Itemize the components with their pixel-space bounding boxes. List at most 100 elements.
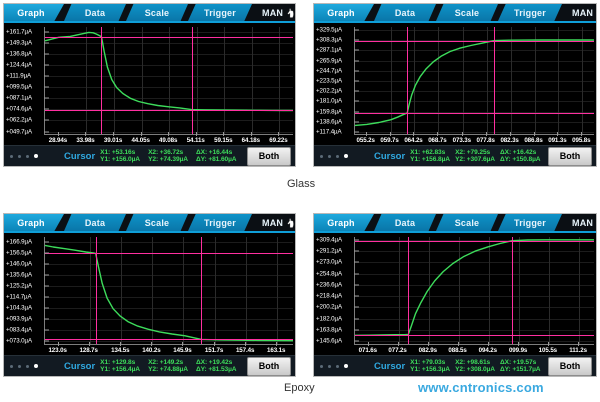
tab-data[interactable]: Data (64, 4, 126, 21)
cursor-line-vertical[interactable] (512, 237, 514, 344)
grid-line-vertical (519, 237, 521, 344)
cursor-x1: X1: +53.16s (100, 149, 136, 156)
trigger-mode-indicator[interactable]: MAN (252, 4, 295, 21)
y-tick-mark (44, 274, 49, 276)
plot-epoxy-rise[interactable]: +309.4µA +291.2µA +273.0µA +254.8µA +236.6µA… (314, 233, 596, 357)
x-tick-label: 157.4s (235, 347, 255, 354)
grid-line-horizontal (355, 60, 594, 62)
cursor-line-horizontal[interactable] (45, 253, 293, 255)
trigger-mode-label: MAN (572, 7, 594, 18)
x-tick-label: 086.8s (524, 137, 543, 144)
cursor-line-horizontal[interactable] (355, 334, 594, 336)
grid-line-horizontal (355, 50, 594, 52)
page-dots[interactable] (320, 364, 374, 368)
cursor-line-vertical[interactable] (408, 237, 410, 344)
tab-trigger[interactable]: Trigger (498, 214, 562, 231)
y-tick-label: +099.5µA (6, 83, 32, 91)
cursor-line-vertical[interactable] (191, 27, 193, 134)
grid-line-horizontal (45, 330, 293, 332)
tab-trigger[interactable]: Trigger (188, 214, 252, 231)
plot-area (44, 27, 293, 135)
tab-trigger[interactable]: Trigger (188, 4, 252, 21)
cursor-line-horizontal[interactable] (45, 109, 293, 111)
tab-data[interactable]: Data (64, 214, 126, 231)
tab-scale[interactable]: Scale (126, 4, 188, 21)
cursor-line-horizontal[interactable] (45, 339, 293, 341)
page-dots[interactable] (320, 154, 374, 158)
grid-line-vertical (486, 27, 488, 134)
y-tick-mark (354, 39, 359, 41)
trigger-mode-indicator[interactable]: MAN (562, 4, 596, 21)
tab-graph[interactable]: Graph (314, 214, 374, 231)
grid-line-vertical (428, 237, 430, 344)
x-tick-label: 145.9s (173, 347, 192, 354)
plot-glass-decay[interactable]: +161.7µA +149.3µA +136.8µA +124.4µA +111.9µA… (4, 23, 295, 147)
x-tick-label: 068.7s (428, 137, 447, 144)
grid-line-horizontal (45, 53, 293, 55)
x-tick-mark (278, 132, 280, 136)
both-button[interactable]: Both (548, 356, 592, 376)
y-tick-mark (44, 263, 49, 265)
cursor-y2: Y2: +307.6µA (455, 156, 495, 163)
x-tick-mark (214, 342, 216, 346)
y-tick-mark (354, 250, 359, 252)
cursor-line-horizontal[interactable] (355, 112, 594, 114)
cursor-line-vertical[interactable] (407, 27, 409, 134)
tab-data-label: Data (394, 217, 416, 228)
cursor-line-vertical[interactable] (95, 237, 97, 344)
tab-graph[interactable]: Graph (314, 4, 374, 21)
page-dot (26, 154, 29, 158)
y-tick-mark (354, 100, 359, 102)
tab-graph[interactable]: Graph (4, 4, 64, 21)
x-tick-label: 082.9s (418, 347, 437, 354)
grid-line-horizontal (355, 284, 594, 286)
x-tick-label: 111.2s (569, 347, 587, 354)
cursor-values: X1: +129.8s X2: +149.2s ΔX: +19.42s Y1: … (100, 359, 244, 373)
trigger-mode-indicator[interactable]: MAN (252, 214, 295, 231)
x-tick-label: 059.7s (380, 137, 399, 144)
both-button[interactable]: Both (247, 146, 291, 166)
grid-line-vertical (534, 27, 536, 134)
tab-data[interactable]: Data (374, 4, 436, 21)
page-dots[interactable] (10, 364, 64, 368)
tab-scale[interactable]: Scale (126, 214, 188, 231)
cursor-dy: ΔY: +81.53µA (196, 366, 237, 373)
page-dots[interactable] (10, 154, 64, 158)
x-tick-mark (487, 342, 489, 346)
x-tick-mark (509, 132, 511, 136)
trigger-mode-indicator[interactable]: MAN (562, 214, 596, 231)
cursor-line-horizontal[interactable] (355, 240, 594, 242)
y-tick-mark (354, 70, 359, 72)
cursor-dy: ΔY: +151.7µA (500, 366, 541, 373)
tab-graph[interactable]: Graph (4, 214, 64, 231)
page-dot-active (34, 364, 38, 368)
x-tick-label: 055.2s (356, 137, 375, 144)
grid-line-vertical (196, 27, 198, 134)
cursor-line-vertical[interactable] (494, 27, 496, 134)
grid-line-vertical (183, 237, 185, 344)
x-tick-label: 099.9s (508, 347, 528, 354)
cursor-x1: X1: +62.83s (410, 149, 446, 156)
tab-trigger[interactable]: Trigger (498, 4, 562, 21)
cursor-line-horizontal[interactable] (45, 36, 293, 38)
cursor-line-vertical[interactable] (201, 237, 203, 344)
plot-glass-rise[interactable]: +329.5µA +308.3µA +287.1µA +265.9µA +244.7µA… (314, 23, 596, 147)
y-tick-label: +074.6µA (6, 105, 32, 113)
x-tick-mark (437, 132, 439, 136)
cursor-x2: X2: +36.72s (148, 149, 184, 156)
grid-line-horizontal (355, 307, 594, 309)
y-tick-mark (354, 340, 359, 342)
x-tick-label: 077.2s (388, 347, 407, 354)
cursor-dx: ΔX: +16.42s (500, 149, 537, 156)
cursor-line-vertical[interactable] (101, 27, 103, 134)
tab-data[interactable]: Data (374, 214, 436, 231)
both-button[interactable]: Both (548, 146, 592, 166)
plot-epoxy-decay[interactable]: +166.9µA +156.5µA +146.0µA +135.6µA +125.2µA… (4, 233, 295, 357)
both-button[interactable]: Both (247, 356, 291, 376)
cursor-line-horizontal[interactable] (355, 40, 594, 42)
y-tick-mark (44, 119, 49, 121)
tab-scale[interactable]: Scale (436, 4, 498, 21)
tab-scale[interactable]: Scale (436, 214, 498, 231)
x-tick-mark (57, 132, 59, 136)
grid-line-horizontal (45, 120, 293, 122)
